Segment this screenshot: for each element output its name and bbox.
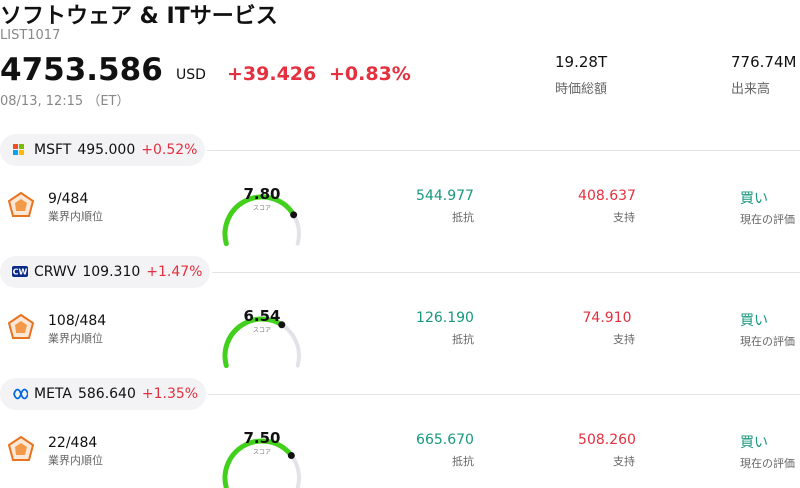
- rating-label: 現在の評価: [740, 213, 795, 226]
- resistance-label: 抵抗: [452, 211, 474, 224]
- support: 408.637: [578, 188, 636, 204]
- ticker: MSFT: [34, 142, 72, 158]
- datetime: 08/13, 12:15 （ET）: [0, 94, 130, 109]
- stock-price: 495.000: [77, 142, 136, 158]
- rank-icon: [7, 435, 35, 461]
- support: 74.910: [582, 310, 632, 326]
- support-label: 支持: [613, 455, 635, 468]
- score-label: スコア: [252, 327, 271, 334]
- rank-icon: [7, 313, 35, 339]
- rank-label: 業界内順位: [48, 210, 103, 223]
- stock-change: +1.35%: [141, 386, 199, 402]
- support-label: 支持: [613, 211, 635, 224]
- rank-icon: [7, 191, 35, 217]
- divider: [208, 394, 800, 395]
- resistance: 126.190: [416, 310, 474, 326]
- score: 7.50: [243, 429, 281, 447]
- rating: 買い: [740, 313, 768, 329]
- stock-chip[interactable]: META 586.640 +1.35%: [0, 378, 207, 410]
- stock-price: 586.640: [77, 386, 136, 402]
- resistance: 544.977: [416, 188, 474, 204]
- logo: CW: [12, 266, 28, 277]
- logo: [13, 144, 24, 155]
- score-label: スコア: [252, 205, 271, 212]
- stock-change: +1.47%: [146, 264, 203, 280]
- ticker: CRWV: [34, 264, 77, 280]
- rank-label: 業界内順位: [48, 332, 103, 345]
- change-pct: +0.83%: [329, 63, 411, 85]
- divider: [212, 272, 800, 273]
- stock-chip[interactable]: CW CRWV 109.310 +1.47%: [0, 256, 211, 288]
- resistance-label: 抵抗: [452, 333, 474, 346]
- gauge-dot: [290, 211, 298, 219]
- currency: USD: [176, 67, 206, 83]
- support-label: 支持: [613, 333, 635, 346]
- svg-text:CW: CW: [13, 268, 28, 277]
- stock-chip[interactable]: MSFT 495.000 +0.52%: [0, 134, 206, 166]
- logo: [13, 388, 28, 400]
- resistance: 665.670: [416, 432, 474, 448]
- rank: 22/484: [48, 435, 98, 451]
- support: 508.260: [578, 432, 636, 448]
- score: 7.80: [243, 185, 281, 203]
- score-label: スコア: [252, 449, 271, 456]
- rank: 9/484: [48, 191, 89, 207]
- divider: [207, 150, 800, 151]
- rating-label: 現在の評価: [740, 335, 795, 348]
- rank: 108/484: [48, 313, 107, 329]
- price: 4753.586: [0, 52, 163, 88]
- rating: 買い: [740, 191, 768, 207]
- stock-price: 109.310: [82, 264, 141, 280]
- score: 6.54: [243, 307, 281, 325]
- resistance-label: 抵抗: [452, 455, 474, 468]
- rating: 買い: [740, 435, 768, 451]
- rank-label: 業界内順位: [48, 454, 103, 467]
- volume: 776.74M: [731, 53, 797, 71]
- market-cap-label: 時価総額: [555, 82, 608, 97]
- stock-change: +0.52%: [141, 142, 198, 158]
- code: LIST1017: [0, 28, 61, 43]
- ticker: META: [34, 386, 72, 402]
- rating-label: 現在の評価: [740, 457, 795, 470]
- title: ソフトウェア & ITサービス: [0, 4, 278, 29]
- volume-label: 出来高: [731, 82, 771, 97]
- market-cap: 19.28T: [555, 53, 608, 71]
- change: +39.426: [227, 63, 317, 85]
